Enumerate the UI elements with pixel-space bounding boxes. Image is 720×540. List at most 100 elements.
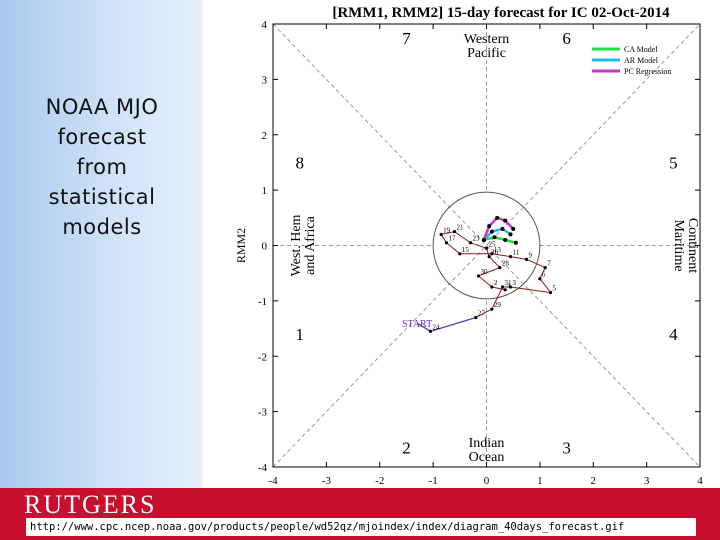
forecast-point bbox=[503, 218, 508, 223]
left-panel bbox=[0, 0, 203, 540]
observed-point bbox=[490, 307, 494, 311]
observed-point-label: 4 bbox=[507, 282, 511, 290]
x-tick-label: 4 bbox=[697, 475, 703, 487]
y-axis-label: RMM2 bbox=[234, 228, 248, 263]
x-tick-label: -3 bbox=[322, 475, 332, 487]
forecast-line bbox=[483, 235, 517, 244]
phase-label: 6 bbox=[562, 29, 571, 48]
observed-point-label: 28 bbox=[502, 260, 510, 268]
forecast-point bbox=[503, 237, 508, 242]
region-label-bottom: Indian bbox=[469, 436, 505, 451]
x-tick-label: -2 bbox=[375, 475, 384, 487]
x-tick-label: 0 bbox=[484, 475, 490, 487]
observed-point-label: 31 bbox=[505, 279, 513, 287]
title-line: NOAA MJO bbox=[45, 95, 159, 119]
x-tick-label: 1 bbox=[537, 475, 543, 487]
observed-point-label: 17 bbox=[448, 235, 456, 243]
forecast-point bbox=[492, 235, 497, 240]
observed-point bbox=[498, 266, 502, 270]
forecast-point bbox=[495, 215, 500, 220]
observed-point-label: 24 bbox=[432, 323, 440, 331]
y-tick-label: -4 bbox=[258, 462, 268, 474]
observed-point bbox=[487, 254, 491, 259]
region-label-right: Maritime bbox=[671, 219, 686, 271]
y-tick-label: 4 bbox=[262, 19, 268, 31]
observed-point bbox=[490, 285, 494, 289]
observed-point bbox=[439, 232, 443, 237]
diagonal-line bbox=[272, 23, 701, 468]
observed-point-label: 27 bbox=[478, 309, 486, 317]
phase-label: 2 bbox=[402, 439, 411, 458]
region-label-left: West. Hem bbox=[289, 214, 304, 276]
title-line: forecast bbox=[57, 125, 147, 149]
y-tick-label: 3 bbox=[262, 74, 268, 86]
rmm-phase-diagram: [RMM1, RMM2] 15-day forecast for IC 02-O… bbox=[234, 5, 703, 506]
observed-point bbox=[452, 230, 457, 234]
phase-label: 3 bbox=[562, 439, 571, 458]
forecast-point bbox=[481, 237, 486, 242]
phase-label: 7 bbox=[402, 29, 411, 48]
diagonal-line bbox=[272, 23, 701, 468]
unit-circle bbox=[432, 191, 541, 300]
region-label-bottom: Ocean bbox=[469, 450, 505, 465]
legend-label: PC Regression bbox=[624, 67, 671, 76]
forecast-point bbox=[513, 240, 518, 245]
forecast-point bbox=[487, 224, 492, 229]
y-tick-label: 1 bbox=[262, 185, 268, 197]
observed-point-label: 21 bbox=[456, 224, 464, 232]
observed-point-label: 23 bbox=[472, 235, 480, 243]
y-tick-label: -3 bbox=[258, 407, 268, 419]
observed-point-label: 26 bbox=[491, 249, 499, 257]
region-label-top: Western bbox=[464, 32, 510, 47]
observed-point-label: 7 bbox=[547, 260, 551, 268]
title-line: models bbox=[62, 215, 142, 239]
x-tick-label: -1 bbox=[429, 475, 438, 487]
rutgers-logo: RUTGERS bbox=[24, 490, 157, 519]
forecast-point bbox=[489, 229, 494, 234]
region-label-top: Pacific bbox=[467, 46, 506, 61]
phase-label: 8 bbox=[295, 153, 304, 172]
x-tick-label: 3 bbox=[644, 475, 650, 487]
y-tick-label: 0 bbox=[262, 241, 268, 253]
observed-point-label: 9 bbox=[529, 251, 533, 259]
phase-label: 1 bbox=[295, 325, 304, 344]
x-tick-label: 2 bbox=[591, 475, 597, 487]
legend-label: AR Model bbox=[624, 56, 659, 65]
observed-point-label: 3 bbox=[513, 279, 517, 287]
observed-point-label: 2 bbox=[494, 279, 498, 287]
observed-point-label: 19 bbox=[443, 226, 451, 234]
legend-label: CA Model bbox=[624, 45, 658, 54]
source-url-link[interactable]: http://www.cpc.ncep.noaa.gov/products/pe… bbox=[26, 518, 696, 536]
observed-point-label: 29 bbox=[494, 301, 502, 309]
observed-point bbox=[458, 252, 462, 256]
observed-point-label: 30 bbox=[480, 268, 488, 276]
observed-point bbox=[508, 254, 513, 259]
slide-title: NOAA MJO forecast from statistical model… bbox=[12, 92, 192, 242]
observed-point-label: 5 bbox=[553, 285, 557, 293]
title-line: statistical bbox=[48, 185, 156, 209]
observed-point-label: 13 bbox=[494, 246, 502, 254]
observed-point bbox=[503, 288, 507, 292]
observed-point-label: 11 bbox=[513, 249, 520, 257]
x-tick-label: -4 bbox=[268, 475, 278, 487]
observed-point-label: 25 bbox=[489, 240, 497, 248]
phase-label: 4 bbox=[669, 325, 678, 344]
observed-point bbox=[476, 274, 481, 278]
y-tick-label: -2 bbox=[258, 351, 267, 363]
observed-point bbox=[508, 285, 513, 289]
observed-point bbox=[538, 277, 542, 281]
start-label: START bbox=[402, 319, 432, 330]
phase-label: 5 bbox=[669, 153, 678, 172]
title-line: from bbox=[76, 155, 128, 179]
observed-point-label: 6 bbox=[542, 271, 546, 279]
chart-title: [RMM1, RMM2] 15-day forecast for IC 02-O… bbox=[332, 5, 670, 21]
observed-point bbox=[484, 246, 489, 250]
region-label-right: Continent bbox=[685, 218, 700, 273]
observed-point bbox=[500, 285, 505, 289]
observed-point bbox=[444, 241, 449, 245]
forecast-point bbox=[508, 232, 513, 237]
y-tick-label: -1 bbox=[258, 296, 267, 308]
forecast-point bbox=[511, 226, 516, 231]
observed-point bbox=[468, 241, 473, 245]
observed-point bbox=[474, 315, 478, 320]
